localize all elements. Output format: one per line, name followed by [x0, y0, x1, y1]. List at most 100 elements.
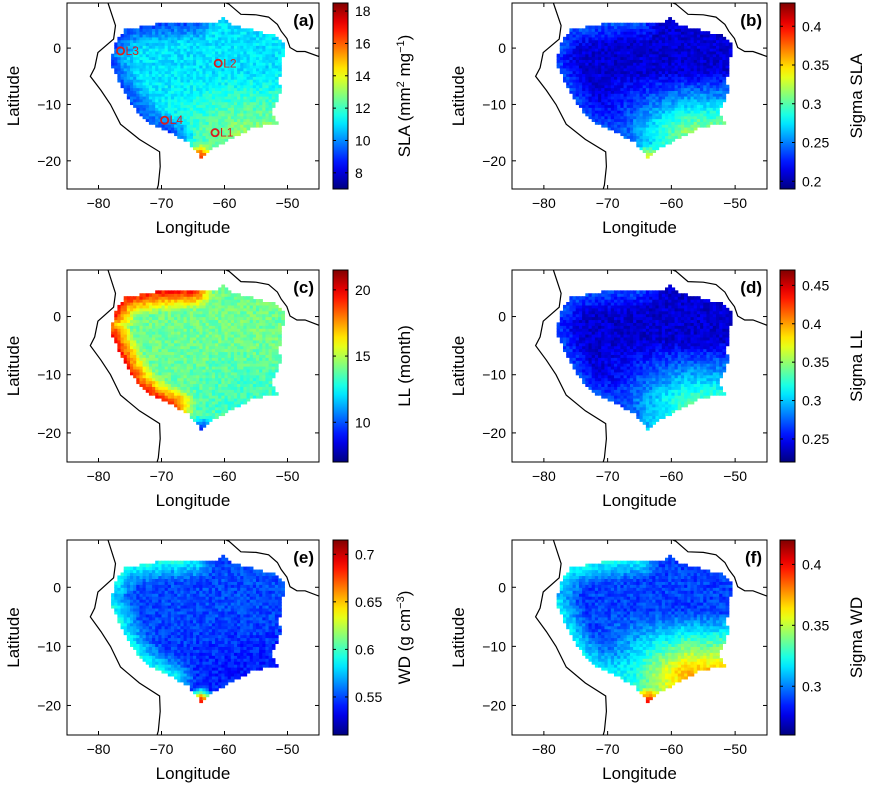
- heat-cell: [620, 42, 625, 46]
- heat-cell: [152, 325, 156, 329]
- heat-cell: [709, 65, 714, 69]
- heat-cell: [671, 81, 676, 86]
- heat-cell: [626, 53, 631, 58]
- heat-cell: [559, 59, 564, 63]
- heat-cell: [680, 31, 685, 35]
- heat-cell: [259, 118, 263, 122]
- heat-cell: [629, 129, 634, 134]
- heat-cell: [164, 110, 169, 114]
- heat-cell: [205, 104, 210, 108]
- heat-cell: [575, 39, 580, 44]
- heat-cell: [652, 104, 657, 108]
- heat-cell: [575, 93, 580, 97]
- heat-cell: [186, 70, 191, 75]
- heat-cell: [566, 59, 570, 63]
- heat-cell: [196, 90, 200, 94]
- heat-cell: [585, 93, 590, 97]
- heat-cell: [152, 302, 156, 306]
- heat-cell: [629, 121, 634, 125]
- heat-cell: [196, 293, 200, 297]
- heat-cell: [177, 81, 181, 86]
- heat-cell: [585, 62, 590, 66]
- heat-cell: [189, 73, 194, 77]
- heat-cell: [205, 357, 210, 361]
- heat-cell: [582, 31, 586, 35]
- heat-cell: [145, 110, 150, 114]
- heat-cell: [246, 56, 251, 60]
- heat-cell: [164, 93, 169, 97]
- heat-cell: [256, 65, 260, 69]
- heat-cell: [139, 348, 144, 353]
- heat-cell: [655, 112, 660, 117]
- heat-cell: [145, 107, 150, 111]
- heat-cell: [186, 302, 191, 306]
- heat-cell: [145, 293, 150, 297]
- heat-cell: [274, 87, 279, 91]
- heat-cell: [601, 112, 606, 117]
- heat-cell: [114, 50, 118, 55]
- heat-cell: [614, 22, 618, 27]
- heat-cell: [164, 127, 169, 131]
- heat-cell: [709, 56, 714, 60]
- heat-cell: [196, 121, 200, 125]
- heat-cell: [196, 380, 200, 385]
- heat-cell: [249, 84, 254, 89]
- heat-cell: [221, 98, 226, 103]
- heat-cell: [268, 50, 273, 55]
- heat-cell: [152, 348, 156, 353]
- heat-cell: [629, 36, 634, 41]
- heat-cell: [126, 336, 131, 341]
- heat-cell: [246, 31, 251, 35]
- heat-cell: [180, 322, 185, 326]
- heat-cell: [620, 90, 625, 94]
- heat-cell: [193, 342, 197, 347]
- heat-cell: [193, 386, 197, 390]
- heat-cell: [193, 135, 197, 139]
- colorbar-tick-label: 0.2: [802, 173, 822, 189]
- heat-cell: [652, 67, 657, 72]
- heat-cell: [142, 331, 147, 335]
- heat-cell: [642, 121, 647, 125]
- heat-cell: [566, 48, 570, 52]
- heat-cell: [202, 48, 207, 52]
- heat-cell: [233, 112, 238, 117]
- heat-cell: [661, 42, 666, 46]
- heat-cell: [152, 65, 156, 69]
- heat-cell: [655, 132, 660, 137]
- heat-cell: [588, 42, 593, 46]
- heat-cell: [189, 115, 194, 120]
- y-tick-label: −20: [37, 153, 61, 169]
- heat-cell: [243, 53, 248, 58]
- heat-cell: [598, 110, 602, 114]
- heat-cell: [652, 110, 657, 114]
- heat-cell: [230, 76, 235, 80]
- heat-cell: [700, 112, 704, 117]
- heat-cell: [246, 70, 251, 75]
- heat-cell: [158, 395, 163, 399]
- heat-cell: [652, 45, 657, 49]
- heat-cell: [668, 87, 672, 91]
- heat-cell: [601, 48, 606, 52]
- heat-cell: [690, 48, 695, 52]
- heat-cell: [556, 53, 561, 58]
- heat-cell: [636, 36, 641, 41]
- heat-cell: [167, 62, 172, 66]
- heat-cell: [652, 76, 657, 80]
- heat-cell: [180, 93, 185, 97]
- heat-cell: [183, 81, 188, 86]
- heat-cell: [202, 395, 207, 399]
- heat-cell: [693, 59, 698, 63]
- heat-cell: [186, 115, 191, 120]
- heat-cell: [680, 34, 685, 38]
- heat-cell: [167, 322, 172, 326]
- heat-cell: [636, 84, 641, 89]
- heat-cell: [224, 118, 229, 122]
- heat-cell: [617, 50, 621, 55]
- heat-cell: [639, 132, 644, 137]
- heat-cell: [183, 93, 188, 97]
- heat-cell: [139, 293, 144, 297]
- heat-cell: [170, 348, 175, 353]
- panel-label: (b): [740, 11, 762, 30]
- heat-cell: [155, 67, 159, 72]
- heat-cell: [658, 62, 663, 66]
